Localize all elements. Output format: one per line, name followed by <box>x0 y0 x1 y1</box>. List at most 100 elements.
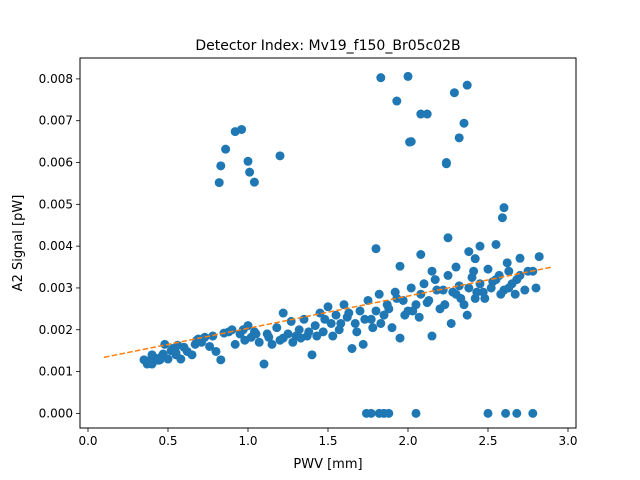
data-point <box>502 258 512 268</box>
y-tick-label: 0.004 <box>39 239 73 253</box>
x-tick-label: 2.5 <box>478 434 497 448</box>
data-point <box>267 339 277 349</box>
data-point <box>331 310 341 320</box>
data-point <box>419 279 429 289</box>
data-point <box>360 314 370 324</box>
y-tick-label: 0.007 <box>39 114 73 128</box>
data-point <box>243 321 253 331</box>
data-point <box>355 306 365 316</box>
data-point <box>371 244 381 254</box>
data-point <box>237 124 247 134</box>
data-point <box>459 118 469 128</box>
data-point <box>155 355 165 365</box>
data-point <box>251 329 261 339</box>
data-point <box>384 408 394 418</box>
data-point <box>515 253 525 263</box>
data-point <box>483 408 493 418</box>
data-point <box>352 327 362 337</box>
data-point <box>512 408 522 418</box>
data-point <box>504 283 514 293</box>
data-point <box>310 321 320 331</box>
data-point <box>363 295 373 305</box>
data-point <box>406 283 416 293</box>
data-point <box>312 331 322 341</box>
data-point <box>449 88 459 98</box>
data-point <box>488 277 498 287</box>
data-point <box>416 109 426 119</box>
data-point <box>187 350 197 360</box>
data-point <box>278 333 288 343</box>
data-point <box>216 161 226 171</box>
data-point <box>147 350 157 360</box>
data-point <box>510 289 520 299</box>
x-tick-label: 0.5 <box>158 434 177 448</box>
data-point <box>304 327 314 337</box>
data-point <box>441 158 451 168</box>
data-point <box>272 323 282 333</box>
data-point <box>176 354 186 364</box>
x-axis-label: PWV [mm] <box>293 457 362 472</box>
x-tick-label: 3.0 <box>558 434 577 448</box>
data-point <box>163 354 173 364</box>
data-point <box>392 293 402 303</box>
data-point <box>443 233 453 243</box>
data-point <box>326 318 336 328</box>
data-point <box>475 241 485 251</box>
data-point <box>294 325 304 335</box>
data-point <box>472 287 482 297</box>
data-point <box>406 137 416 147</box>
data-point <box>414 312 424 322</box>
data-point <box>275 151 285 161</box>
data-point <box>374 289 384 299</box>
data-point <box>320 314 330 324</box>
data-point <box>534 252 544 262</box>
data-points <box>139 71 544 418</box>
data-point <box>462 80 472 90</box>
data-point <box>230 339 240 349</box>
data-point <box>296 333 306 343</box>
data-point <box>371 306 381 316</box>
data-point <box>499 203 509 213</box>
data-point <box>160 339 170 349</box>
data-point <box>315 308 325 318</box>
data-point <box>504 266 514 276</box>
data-point <box>249 177 259 187</box>
data-point <box>336 318 346 328</box>
data-point <box>411 408 421 418</box>
data-point <box>427 331 437 341</box>
data-point <box>214 178 224 188</box>
data-point <box>454 133 464 143</box>
data-point <box>323 302 333 312</box>
data-point <box>448 287 458 297</box>
x-tick-label: 1.0 <box>238 434 257 448</box>
data-point <box>403 71 413 81</box>
data-point <box>240 335 250 345</box>
data-point <box>288 337 298 347</box>
data-point <box>368 323 378 333</box>
data-point <box>432 285 442 295</box>
data-point <box>259 359 269 369</box>
data-point <box>424 295 434 305</box>
y-tick-label: 0.005 <box>39 197 73 211</box>
data-point <box>497 213 507 223</box>
data-point <box>470 254 480 264</box>
data-point <box>264 332 274 342</box>
y-axis-label: A2 Signal [pW] <box>11 195 26 292</box>
data-point <box>358 339 368 349</box>
data-point <box>496 289 506 299</box>
data-point <box>480 293 490 303</box>
data-point <box>416 289 426 299</box>
fit-line <box>103 266 553 359</box>
y-tick-label: 0.001 <box>39 365 73 379</box>
x-axis-ticks: 0.0 0.5 1.0 1.5 2.0 2.5 3.0 <box>78 428 578 448</box>
data-point <box>395 261 405 271</box>
y-tick-label: 0.003 <box>39 281 73 295</box>
data-point <box>171 348 181 358</box>
data-point <box>328 331 338 341</box>
data-point <box>192 335 202 345</box>
data-point <box>339 300 349 310</box>
data-point <box>216 355 226 365</box>
data-point <box>366 408 376 418</box>
data-point <box>440 300 450 310</box>
